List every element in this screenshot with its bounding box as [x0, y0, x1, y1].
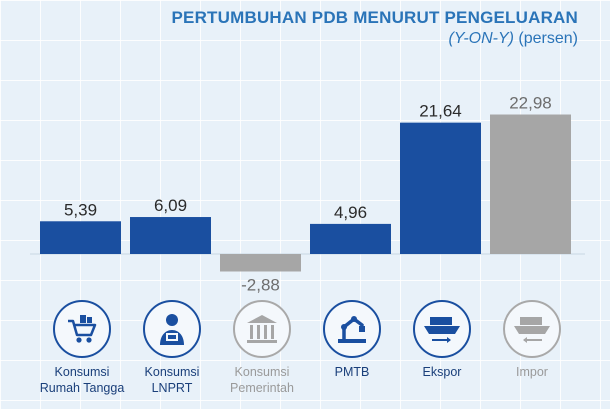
government-building-icon [247, 315, 277, 343]
category-ekspor: Ekspor [392, 300, 492, 380]
shopping-cart-icon [68, 315, 97, 343]
category-icon-circle [503, 300, 561, 358]
person-icon [160, 314, 184, 345]
chart-title: PERTUMBUHAN PDB MENURUT PENGELUARAN [171, 8, 578, 27]
category-row: Konsumsi Rumah Tangga Konsumsi LNPRT Konsu… [0, 300, 610, 400]
category-label: Impor [516, 365, 548, 379]
data-label-1: 5,39 [64, 200, 97, 219]
category-konsumsi-lnprt: Konsumsi LNPRT [122, 300, 222, 396]
category-konsumsi-rumah-tangga: Konsumsi Rumah Tangga [32, 300, 132, 396]
bar-chart: 5,39 6,09 -2,88 4,96 21,64 22,98 [30, 94, 585, 294]
category-icon-circle [53, 300, 111, 358]
category-icon-circle [233, 300, 291, 358]
data-label-6: 22,98 [509, 94, 552, 113]
category-impor: Impor [482, 300, 582, 380]
category-icon-circle [143, 300, 201, 358]
bar-2 [130, 217, 211, 254]
category-label: Konsumsi Rumah Tangga [39, 365, 125, 395]
category-icon-circle [413, 300, 471, 358]
bar-6 [490, 114, 571, 254]
category-label: PMTB [334, 365, 370, 379]
subtitle-italic: (Y-ON-Y) [448, 30, 514, 47]
category-icon-circle [323, 300, 381, 358]
bar-1 [40, 221, 121, 254]
chart-subtitle: (Y-ON-Y) (persen) [449, 30, 579, 48]
data-label-5: 21,64 [419, 102, 462, 121]
ship-export-icon [424, 317, 460, 343]
bar-4 [310, 223, 391, 254]
category-label: Konsumsi LNPRT [144, 365, 200, 395]
ship-import-icon [514, 317, 550, 343]
category-pmtb: PMTB [302, 300, 402, 380]
category-label: Ekspor [422, 365, 462, 379]
data-label-3: -2,88 [241, 275, 280, 294]
data-label-4: 4,96 [334, 203, 367, 222]
bar-3 [220, 254, 301, 272]
category-label: Konsumsi Pemerintah [230, 365, 294, 395]
data-label-2: 6,09 [154, 196, 187, 215]
robot-arm-icon [338, 316, 366, 343]
category-konsumsi-pemerintah: Konsumsi Pemerintah [212, 300, 312, 396]
subtitle-unit: (persen) [513, 30, 578, 47]
bar-5 [400, 122, 481, 254]
